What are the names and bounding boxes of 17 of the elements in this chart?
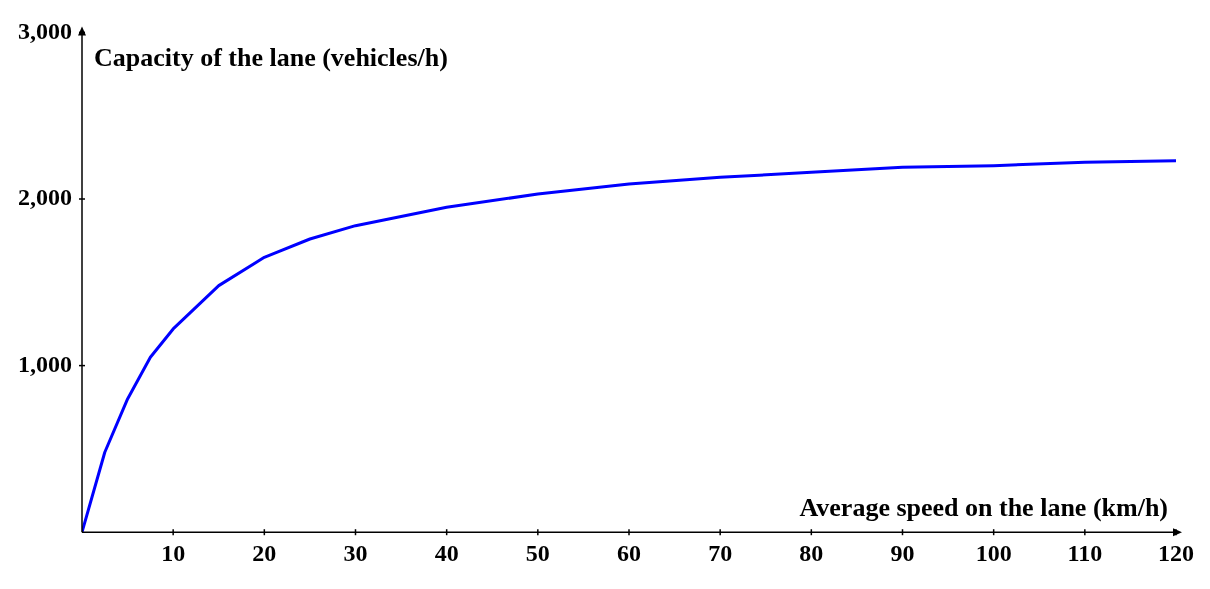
y-tick-label: 3,000 bbox=[18, 17, 72, 44]
x-tick-label: 120 bbox=[1158, 539, 1194, 566]
x-tick-label: 50 bbox=[525, 539, 550, 566]
y-tick-label: 1,000 bbox=[18, 350, 72, 377]
x-tick-label: 80 bbox=[799, 539, 824, 566]
x-tick-label: 60 bbox=[617, 539, 641, 566]
x-axis-title: Average speed on the lane (km/h) bbox=[799, 492, 1168, 522]
x-tick-label: 40 bbox=[434, 539, 459, 566]
x-tick-label: 30 bbox=[343, 539, 368, 566]
x-tick-label: 90 bbox=[890, 539, 915, 566]
x-tick-label: 110 bbox=[1067, 539, 1103, 566]
x-tick-label: 70 bbox=[708, 539, 733, 566]
y-axis-title: Capacity of the lane (vehicles/h) bbox=[94, 43, 448, 73]
x-tick-label: 100 bbox=[975, 539, 1012, 566]
x-tick-label: 20 bbox=[252, 539, 277, 566]
x-tick-label: 10 bbox=[161, 539, 186, 566]
y-tick-label: 2,000 bbox=[18, 184, 72, 211]
